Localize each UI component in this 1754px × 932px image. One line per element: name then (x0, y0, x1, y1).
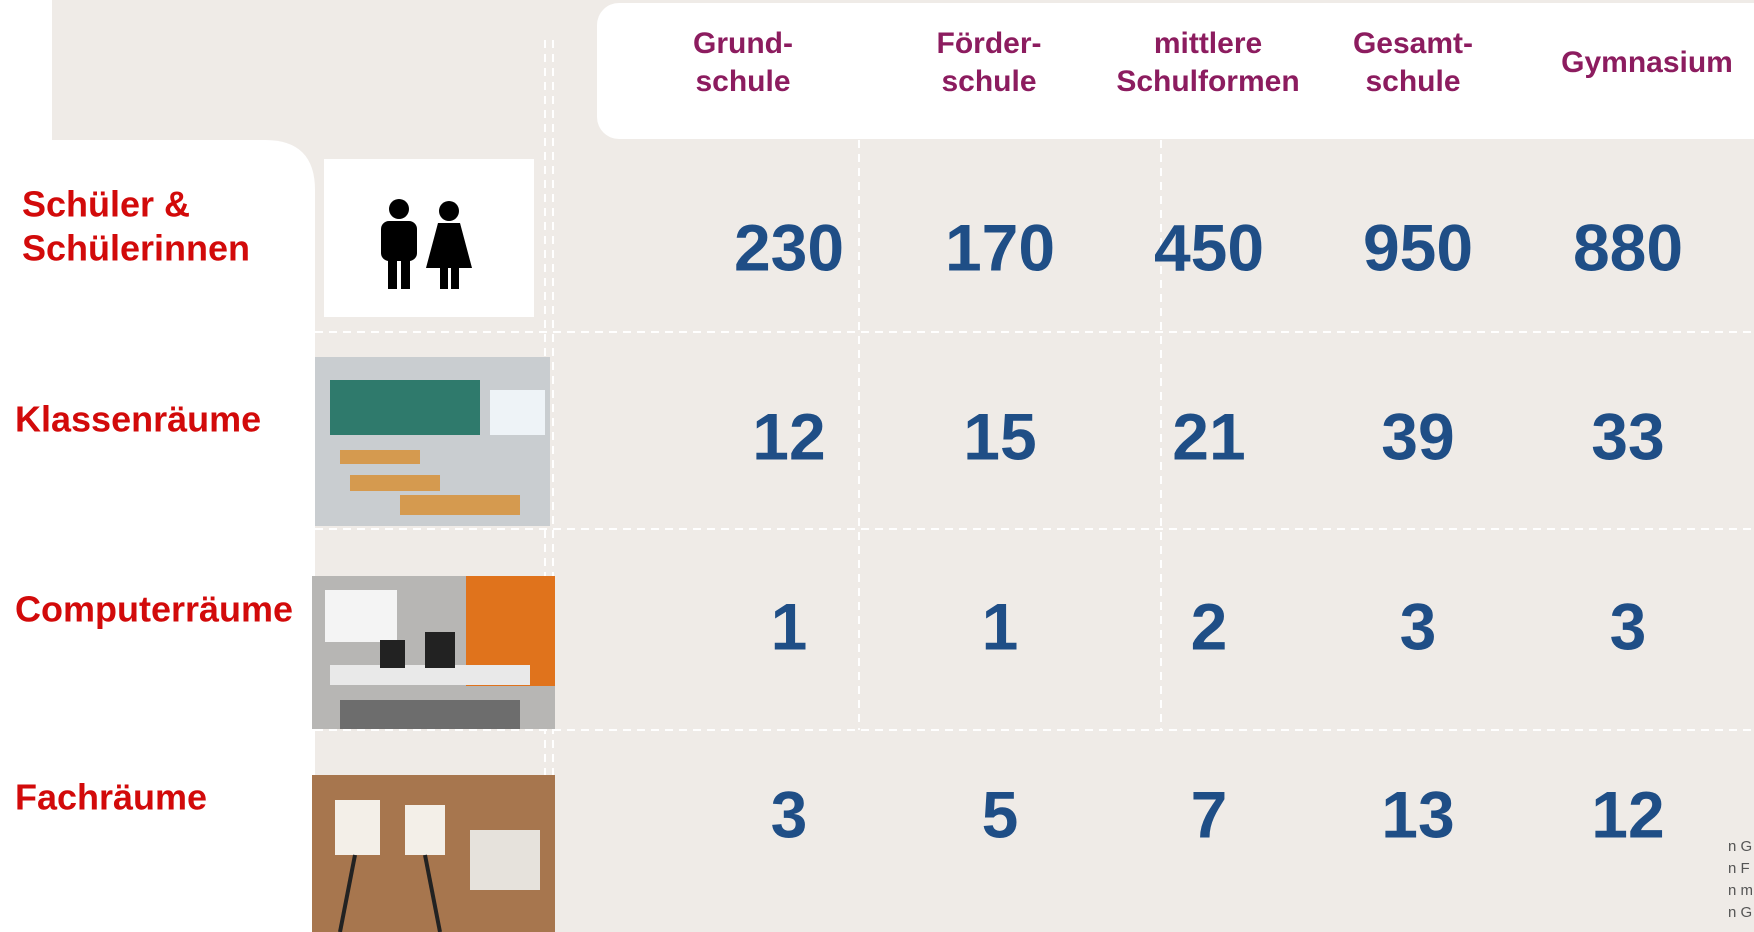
row-label: Schülerinnen (22, 228, 250, 269)
cell-value: 2 (1191, 589, 1228, 663)
cell-value: 1 (771, 589, 808, 663)
cell-value: 5 (982, 777, 1019, 851)
header-panel (597, 3, 1754, 139)
column-header: Grund- (693, 27, 793, 60)
column-header: schule (941, 65, 1036, 98)
column-header: Förder- (937, 27, 1042, 60)
cell-value: 3 (1400, 589, 1437, 663)
side-note: n G (1728, 838, 1752, 855)
art-room-photo (312, 775, 555, 932)
row-label: Fachräume (15, 777, 207, 818)
row-label: Computerräume (15, 589, 293, 630)
cell-value: 950 (1363, 210, 1473, 284)
cell-value: 13 (1381, 777, 1454, 851)
pupils-icon (324, 159, 534, 317)
classroom-photo (315, 357, 550, 526)
cell-value: 230 (734, 210, 844, 284)
cell-value: 12 (752, 399, 825, 473)
computer-room-photo (312, 576, 555, 729)
side-note: n F (1728, 860, 1750, 877)
column-header: schule (1365, 65, 1460, 98)
cell-value: 880 (1573, 210, 1683, 284)
column-header: Gymnasium (1561, 46, 1733, 79)
column-header: schule (695, 65, 790, 98)
row-label: Schüler & (22, 184, 190, 225)
cell-value: 7 (1191, 777, 1228, 851)
side-note: n G (1728, 904, 1752, 921)
cell-value: 21 (1172, 399, 1245, 473)
label-panel (0, 140, 315, 932)
cell-value: 450 (1154, 210, 1264, 284)
column-header: Gesamt- (1353, 27, 1473, 60)
cell-value: 39 (1381, 399, 1454, 473)
row-label: Klassenräume (15, 399, 261, 440)
cell-value: 33 (1591, 399, 1664, 473)
cell-value: 3 (771, 777, 808, 851)
cell-value: 15 (963, 399, 1036, 473)
column-header: Schulformen (1116, 65, 1299, 98)
side-note: n m (1728, 882, 1753, 899)
cell-value: 170 (945, 210, 1055, 284)
column-header: mittlere (1154, 27, 1262, 60)
cell-value: 3 (1610, 589, 1647, 663)
cell-value: 1 (982, 589, 1019, 663)
cell-value: 12 (1591, 777, 1664, 851)
